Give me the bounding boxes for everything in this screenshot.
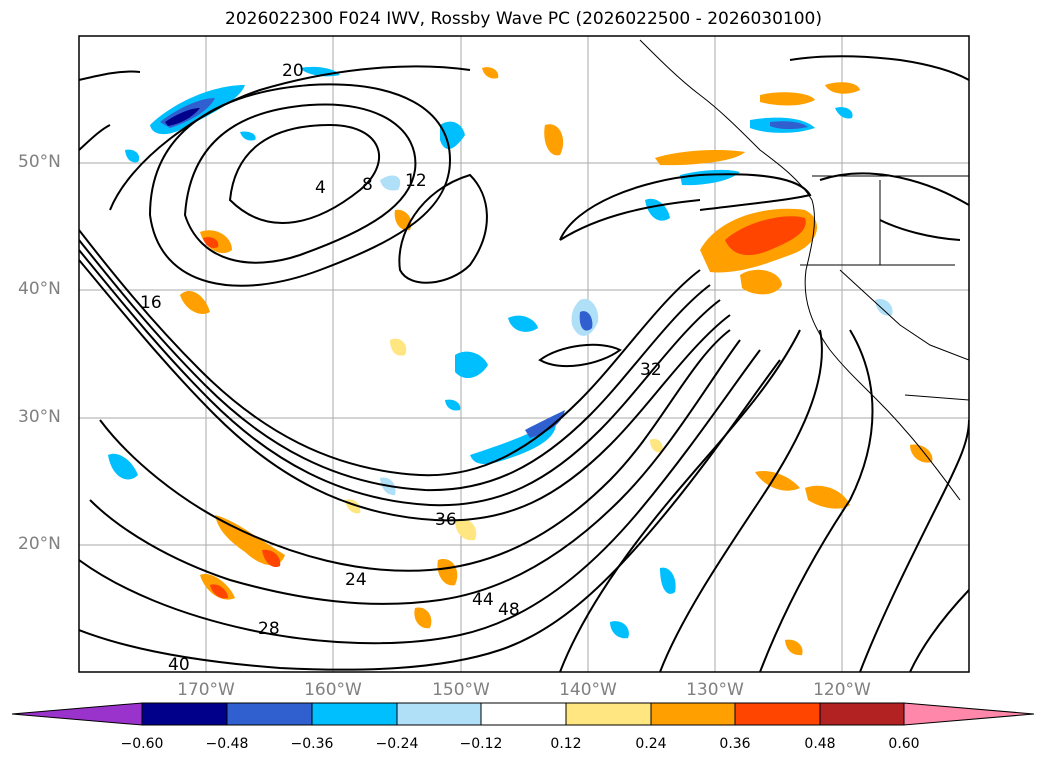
colorbar-tick: 0.36	[719, 736, 751, 752]
colorbar-tick: −0.60	[120, 736, 164, 752]
lat-label-50n: 50°N	[18, 152, 61, 172]
colorbar-tick: 0.60	[888, 736, 920, 752]
contour-label-12: 12	[405, 171, 427, 191]
colorbar-bin-3	[311, 702, 398, 726]
contour-label-24: 24	[345, 570, 367, 590]
contour-label-32: 32	[640, 360, 662, 380]
colorbar-bin-1	[141, 702, 228, 726]
lon-label-170w: 170°W	[177, 680, 235, 700]
contour-label-16: 16	[140, 293, 162, 313]
contour-label-8: 8	[362, 175, 373, 195]
colorbar-tick: 0.48	[804, 736, 836, 752]
colorbar-tick: −0.36	[290, 736, 334, 752]
lat-label-30n: 30°N	[18, 407, 61, 427]
contour-label-44: 44	[472, 590, 494, 610]
contour-value-labels: 4 8 12 16 20 24 28 32 36 40 44 48	[140, 61, 662, 675]
colorbar-extend-low	[11, 702, 143, 726]
lon-label-160w: 160°W	[304, 680, 362, 700]
colorbar	[11, 702, 1035, 726]
colorbar-tick: 0.12	[550, 736, 582, 752]
colorbar-bin-6	[565, 702, 652, 726]
colorbar-tick: 0.24	[635, 736, 667, 752]
negative-anomaly-areas	[108, 66, 893, 639]
lat-label-20n: 20°N	[18, 534, 61, 554]
contour-label-28: 28	[258, 619, 280, 639]
contour-label-40: 40	[168, 655, 190, 675]
colorbar-bin-8	[734, 702, 821, 726]
colorbar-tick: −0.48	[205, 736, 249, 752]
lon-label-130w: 130°W	[686, 680, 744, 700]
iwv-contours	[79, 55, 969, 672]
colorbar-bin-2	[226, 702, 313, 726]
map-title: 2026022300 F024 IWV, Rossby Wave PC (202…	[225, 9, 822, 29]
lon-label-120w: 120°W	[813, 680, 871, 700]
lon-label-150w: 150°W	[432, 680, 490, 700]
contour-label-36: 36	[435, 510, 457, 530]
colorbar-tick: −0.24	[375, 736, 419, 752]
coastlines	[639, 39, 969, 501]
contour-label-20: 20	[282, 61, 304, 81]
positive-anomaly-areas	[180, 67, 933, 656]
map-frame	[78, 35, 970, 673]
contour-label-48: 48	[498, 600, 520, 620]
colorbar-extend-high	[903, 702, 1035, 726]
contour-label-4: 4	[315, 178, 326, 198]
colorbar-bin-4	[396, 702, 482, 726]
colorbar-bin-7	[650, 702, 736, 726]
colorbar-bin-9	[819, 702, 905, 726]
colorbar-tick: −0.12	[459, 736, 503, 752]
lat-label-40n: 40°N	[18, 279, 61, 299]
colorbar-bin-5	[480, 702, 567, 726]
lon-label-140w: 140°W	[559, 680, 617, 700]
